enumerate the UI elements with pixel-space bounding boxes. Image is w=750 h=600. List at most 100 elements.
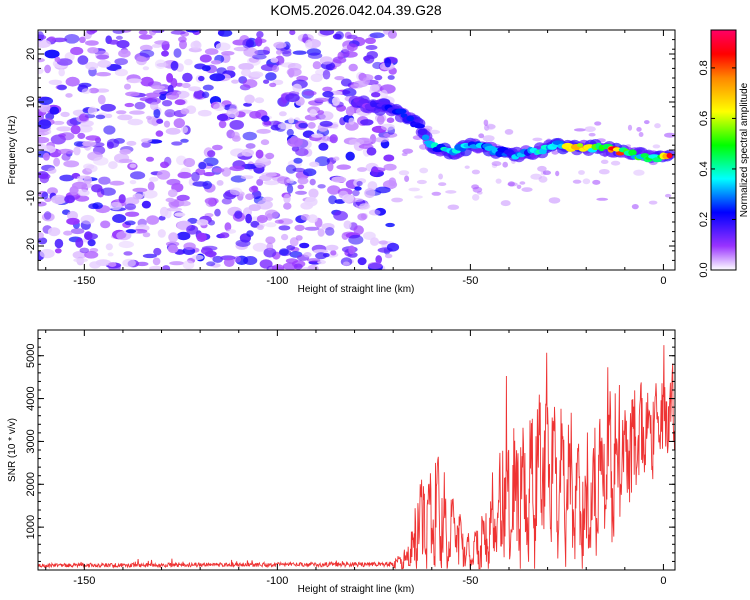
heatmap-noise-cell [60, 111, 70, 118]
heatmap-noise-cell [161, 50, 169, 57]
heatmap-noise-cell [47, 227, 61, 237]
heatmap-noise-cell [385, 253, 393, 259]
heatmap-noise-cell [157, 229, 166, 238]
x-tick-label: -100 [266, 575, 288, 587]
heatmap-noise-cell [183, 242, 196, 250]
heatmap-noise-cell [263, 79, 270, 84]
heatmap-noise-cell [221, 51, 235, 56]
heatmap-noise-cell [243, 102, 252, 107]
heatmap-noise-cell [123, 251, 133, 256]
heatmap-noise-cell [286, 67, 302, 77]
y-tick-label: 2000 [25, 472, 37, 496]
heatmap-noise-cell [199, 54, 212, 63]
heatmap-noise-cell [52, 120, 65, 125]
heatmap-noise-cell [190, 40, 202, 50]
heatmap-noise-cell [154, 40, 170, 45]
heatmap-noise-cell [516, 184, 522, 189]
heatmap-noise-cell [203, 157, 219, 167]
heatmap-noise-cell [447, 204, 460, 210]
heatmap-noise-cell [89, 30, 98, 33]
heatmap-noise-cell [374, 136, 389, 143]
heatmap-noise-cell [165, 127, 181, 135]
heatmap-noise-cell [283, 193, 291, 204]
heatmap-noise-cell [408, 187, 421, 192]
heatmap-noise-cell [627, 124, 633, 131]
heatmap-noise-cell [285, 258, 298, 264]
heatmap-noise-cell [521, 187, 533, 193]
heatmap-noise-cell [210, 60, 222, 65]
heatmap-noise-cell [311, 133, 324, 138]
heatmap-noise-cell [352, 189, 360, 197]
heatmap-noise-cell [519, 181, 526, 185]
heatmap-noise-cell [194, 63, 207, 70]
heatmap-noise-cell [64, 195, 75, 204]
snr-x-label: Height of straight line (km) [298, 584, 415, 595]
snr-ticks: -150 -100 -50 0 1000 2000 3000 4000 5000 [25, 329, 675, 587]
heatmap-noise-cell [155, 130, 164, 137]
heatmap-noise-cell [402, 148, 414, 154]
heatmap-noise-cell [307, 122, 316, 129]
heatmap-noise-cell [263, 180, 280, 186]
heatmap-noise-cell [309, 178, 316, 186]
heatmap-noise-cell [151, 85, 166, 90]
heatmap-noise-cell [138, 30, 148, 35]
heatmap-noise-cell [198, 75, 205, 82]
heatmap-noise-cell [59, 132, 75, 141]
heatmap-noise-cell [584, 126, 596, 132]
heatmap-noise-cell [126, 140, 137, 146]
heatmap-noise-cell [648, 200, 658, 205]
heatmap-noise-cell [275, 55, 285, 66]
heatmap-signal-cell [358, 98, 369, 104]
heatmap-noise-cell [287, 137, 303, 148]
heatmap-noise-cell [215, 42, 231, 51]
heatmap-noise-cell [100, 187, 116, 196]
heatmap-noise-cell [244, 94, 255, 104]
heatmap-noise-cell [342, 88, 357, 97]
heatmap-noise-cell [114, 68, 128, 77]
heatmap-noise-cell [297, 177, 309, 185]
heatmap-noise-cell [112, 30, 125, 34]
heatmap-noise-cell [134, 101, 146, 110]
heatmap-noise-cell [346, 34, 358, 40]
heatmap-noise-cell [307, 52, 323, 59]
heatmap-noise-cell [177, 171, 192, 179]
heatmap-noise-cell [38, 237, 48, 245]
heatmap-noise-cell [207, 150, 216, 158]
heatmap-noise-cell [212, 144, 223, 151]
heatmap-noise-cell [331, 121, 339, 130]
heatmap-noise-cell [226, 229, 237, 234]
heatmap-noise-cell [100, 103, 116, 112]
heatmap-noise-cell [398, 170, 410, 176]
heatmap-noise-cell [98, 176, 111, 185]
heatmap-noise-cell [109, 201, 122, 211]
heatmap-noise-cell [174, 99, 186, 106]
heatmap-noise-cell [204, 48, 219, 55]
heatmap-noise-cell [259, 259, 273, 269]
heatmap-noise-cell [371, 167, 386, 173]
heatmap-noise-cell [298, 122, 308, 129]
heatmap-noise-cell [221, 197, 232, 205]
heatmap-noise-cell [416, 179, 427, 185]
heatmap-noise-cell [286, 178, 295, 184]
heatmap-noise-cell [495, 178, 502, 184]
colorbar-ticks: 0.0 0.2 0.4 0.6 0.8 [698, 60, 736, 278]
heatmap-noise-cell [67, 210, 78, 221]
heatmap-noise-cell [112, 214, 127, 223]
heatmap-noise-cell [319, 56, 333, 65]
heatmap-noise-cell [233, 255, 242, 263]
heatmap-noise-cell [256, 128, 271, 134]
heatmap-noise-cell [350, 84, 364, 89]
heatmap-noise-cell [542, 170, 552, 175]
heatmap-noise-cell [108, 161, 118, 170]
x-tick-label: -50 [462, 575, 478, 587]
heatmap-noise-cell [654, 123, 661, 129]
heatmap-noise-cell [551, 150, 559, 155]
heatmap-noise-cell [367, 262, 383, 269]
heatmap-noise-cell [165, 197, 175, 203]
heatmap-noise-cell [301, 266, 310, 270]
colorbar-frame [710, 29, 737, 271]
heatmap-noise-cell [664, 132, 675, 138]
heatmap-noise-cell [360, 119, 374, 126]
heatmap-noise-cell [315, 252, 327, 260]
heatmap-noise-cell [537, 165, 547, 172]
